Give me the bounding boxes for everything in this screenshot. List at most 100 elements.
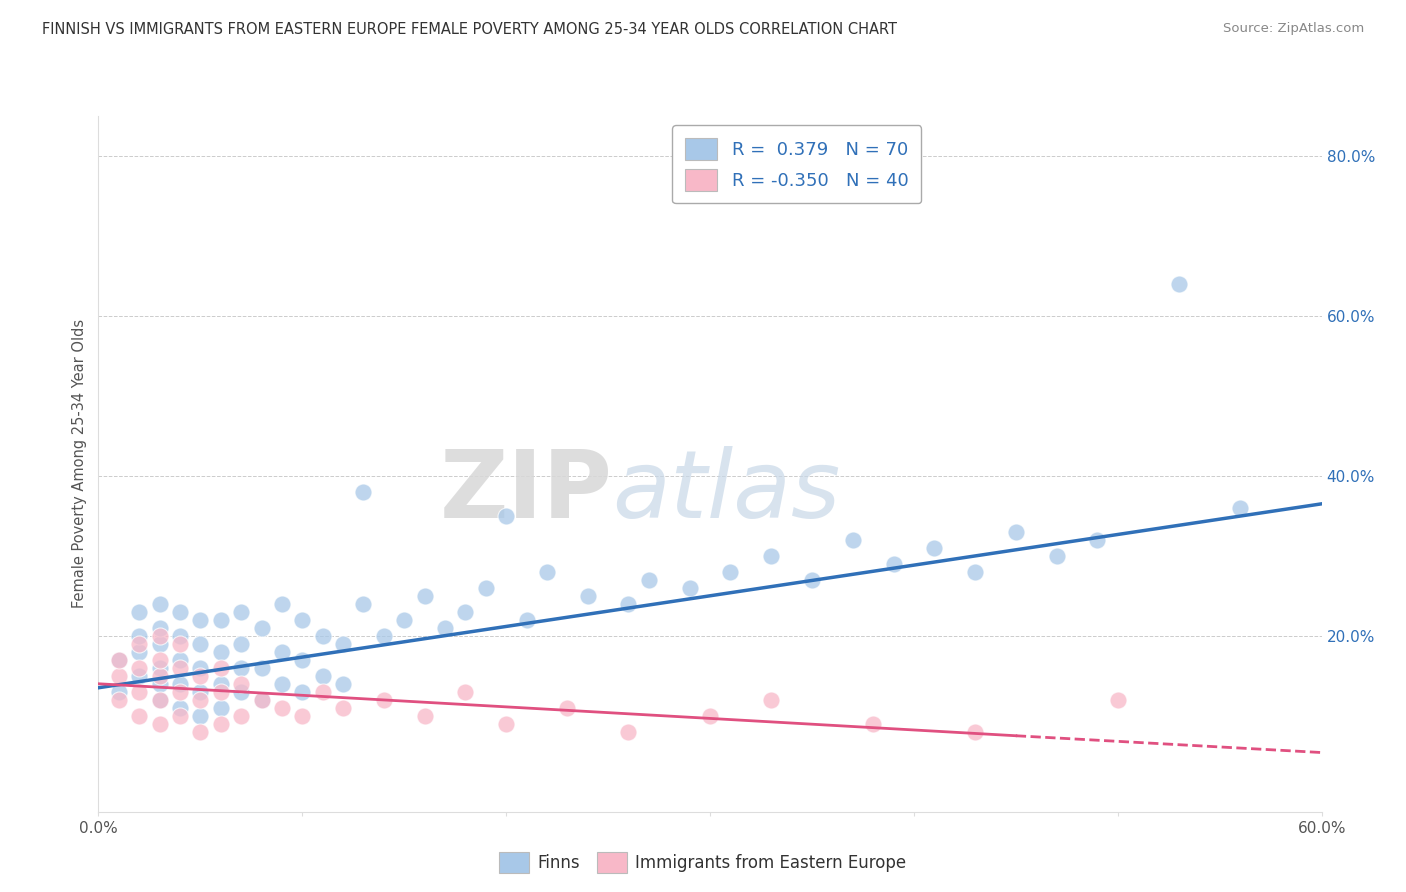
Point: [149, 661, 172, 675]
Point: [169, 677, 191, 691]
Point: [291, 613, 314, 627]
Point: [149, 597, 172, 611]
Point: [699, 708, 721, 723]
Point: [617, 597, 640, 611]
Point: [128, 645, 150, 659]
Point: [862, 716, 884, 731]
Point: [536, 565, 558, 579]
Point: [231, 708, 253, 723]
Text: Source: ZipAtlas.com: Source: ZipAtlas.com: [1223, 22, 1364, 36]
Point: [149, 629, 172, 643]
Point: [128, 685, 150, 699]
Point: [149, 692, 172, 706]
Point: [250, 661, 273, 675]
Point: [454, 685, 477, 699]
Y-axis label: Female Poverty Among 25-34 Year Olds: Female Poverty Among 25-34 Year Olds: [72, 319, 87, 608]
Point: [922, 541, 945, 555]
Point: [495, 508, 517, 523]
Point: [332, 677, 354, 691]
Point: [188, 692, 212, 706]
Point: [516, 613, 538, 627]
Point: [188, 661, 212, 675]
Point: [231, 605, 253, 619]
Point: [169, 629, 191, 643]
Point: [291, 685, 314, 699]
Point: [454, 605, 477, 619]
Point: [392, 613, 416, 627]
Point: [108, 692, 131, 706]
Point: [108, 685, 131, 699]
Point: [188, 613, 212, 627]
Point: [1045, 549, 1069, 563]
Point: [169, 605, 191, 619]
Point: [270, 597, 294, 611]
Point: [720, 565, 742, 579]
Point: [576, 589, 599, 603]
Point: [474, 581, 498, 595]
Point: [169, 661, 191, 675]
Point: [149, 637, 172, 651]
Point: [373, 629, 395, 643]
Point: [312, 629, 335, 643]
Point: [841, 533, 863, 547]
Point: [149, 716, 172, 731]
Point: [128, 661, 150, 675]
Point: [231, 677, 253, 691]
Point: [128, 637, 150, 651]
Legend: Finns, Immigrants from Eastern Europe: Finns, Immigrants from Eastern Europe: [492, 846, 914, 880]
Point: [169, 708, 191, 723]
Point: [332, 700, 354, 714]
Point: [209, 685, 232, 699]
Point: [231, 661, 253, 675]
Point: [188, 724, 212, 739]
Point: [108, 653, 131, 667]
Point: [679, 581, 702, 595]
Point: [149, 653, 172, 667]
Point: [638, 573, 661, 587]
Point: [1085, 533, 1108, 547]
Point: [883, 557, 905, 571]
Point: [169, 685, 191, 699]
Point: [312, 685, 335, 699]
Point: [149, 677, 172, 691]
Point: [332, 637, 354, 651]
Point: [209, 677, 232, 691]
Point: [188, 637, 212, 651]
Point: [761, 549, 783, 563]
Point: [209, 613, 232, 627]
Point: [108, 653, 131, 667]
Text: ZIP: ZIP: [439, 446, 612, 538]
Point: [169, 653, 191, 667]
Point: [270, 677, 294, 691]
Point: [128, 629, 150, 643]
Legend: R =  0.379   N = 70, R = -0.350   N = 40: R = 0.379 N = 70, R = -0.350 N = 40: [672, 125, 921, 203]
Point: [149, 669, 172, 683]
Text: FINNISH VS IMMIGRANTS FROM EASTERN EUROPE FEMALE POVERTY AMONG 25-34 YEAR OLDS C: FINNISH VS IMMIGRANTS FROM EASTERN EUROP…: [42, 22, 897, 37]
Point: [108, 669, 131, 683]
Point: [965, 565, 987, 579]
Point: [312, 669, 335, 683]
Point: [250, 621, 273, 635]
Point: [231, 637, 253, 651]
Point: [209, 700, 232, 714]
Point: [209, 645, 232, 659]
Point: [188, 708, 212, 723]
Text: atlas: atlas: [612, 446, 841, 537]
Point: [169, 700, 191, 714]
Point: [149, 692, 172, 706]
Point: [291, 708, 314, 723]
Point: [434, 621, 457, 635]
Point: [1167, 277, 1189, 291]
Point: [373, 692, 395, 706]
Point: [250, 692, 273, 706]
Point: [231, 685, 253, 699]
Point: [965, 724, 987, 739]
Point: [188, 669, 212, 683]
Point: [291, 653, 314, 667]
Point: [801, 573, 824, 587]
Point: [1107, 692, 1129, 706]
Point: [557, 700, 579, 714]
Point: [617, 724, 640, 739]
Point: [128, 708, 150, 723]
Point: [352, 484, 374, 499]
